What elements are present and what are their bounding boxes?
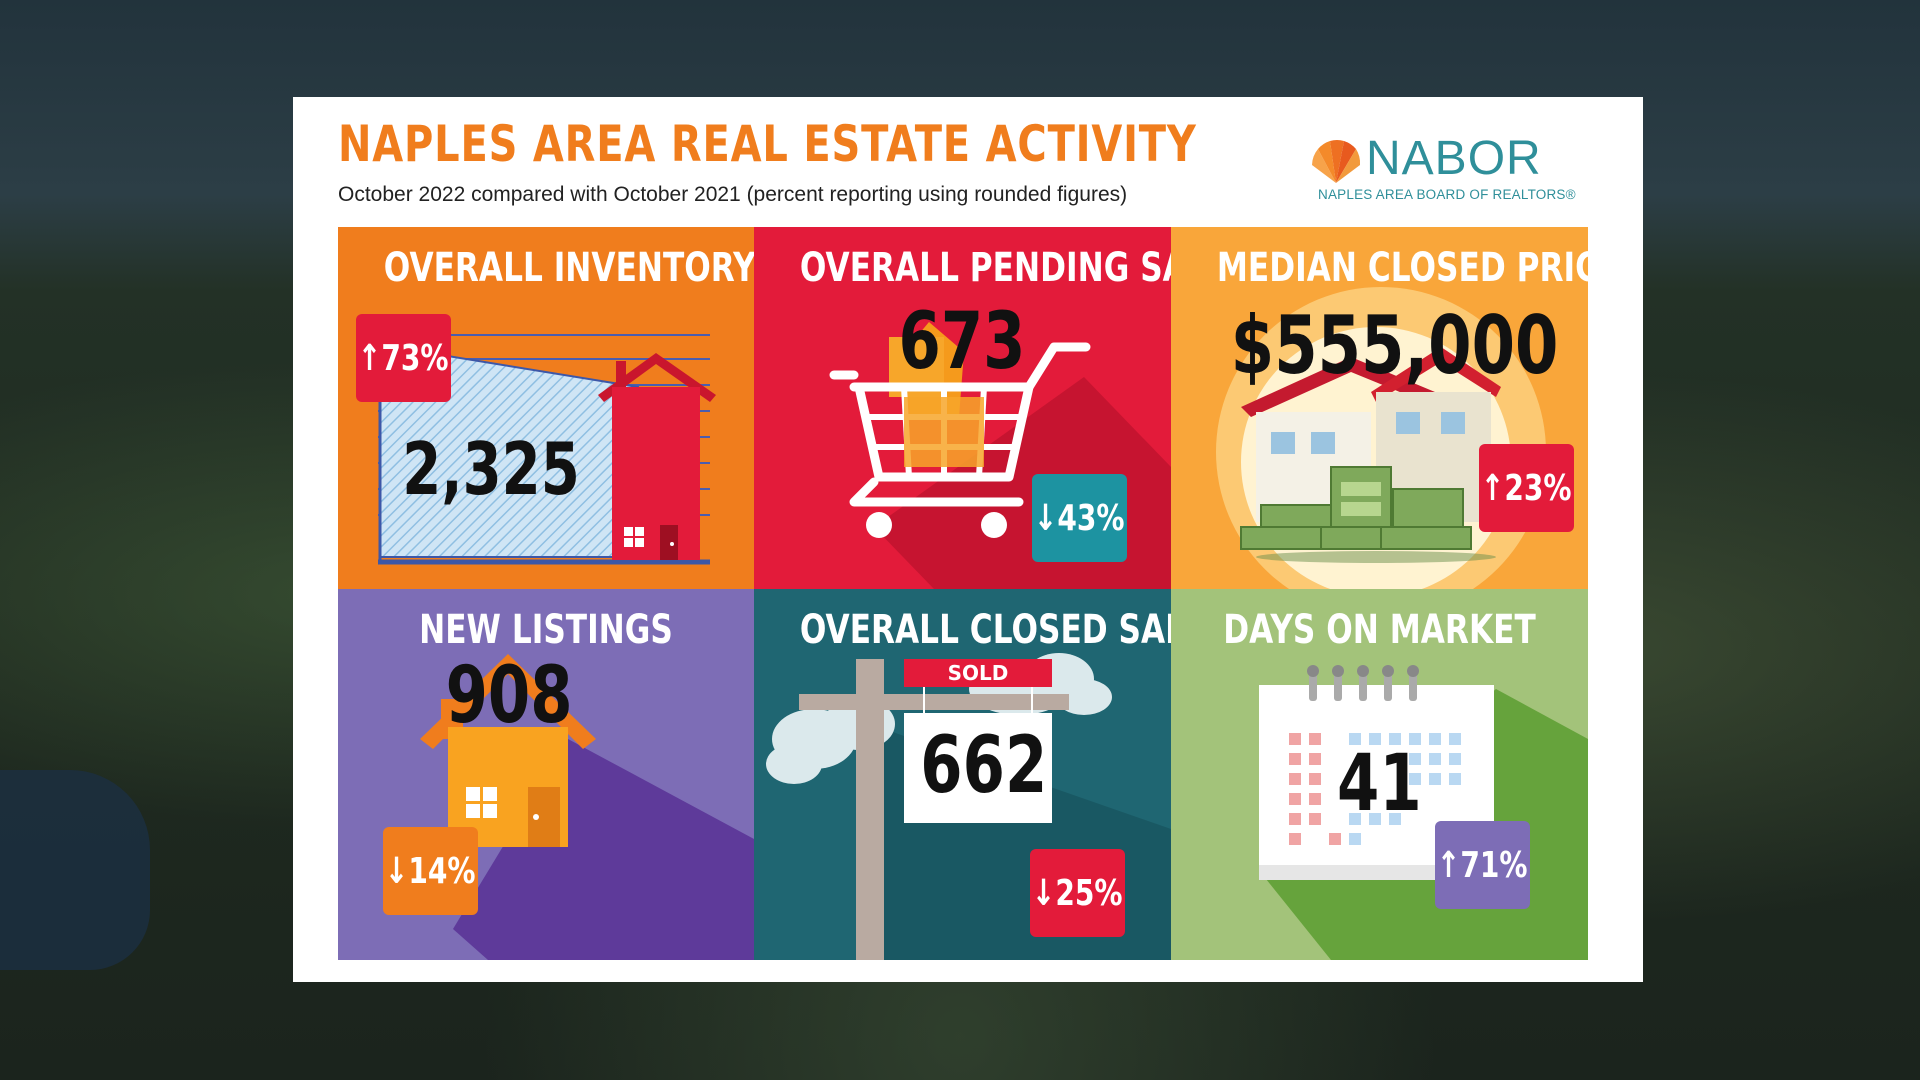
tile-overall-pending-sales: OVERALL PENDING SALES 673 ↓43%	[754, 227, 1171, 589]
arrow-up-icon: ↑	[358, 337, 382, 379]
logo-wordmark: NABOR	[1366, 132, 1542, 185]
tile-overall-inventory: OVERALL INVENTORY 2,325 ↑73%	[338, 227, 754, 589]
change-value: 73%	[381, 337, 449, 379]
shell-logo-icon	[1312, 140, 1361, 183]
tile-new-listings: NEW LISTINGS 908 ↓14%	[338, 589, 754, 960]
change-badge: ↓14%	[383, 827, 478, 915]
logo-tagline: NAPLES AREA BOARD OF REALTORS®	[1318, 187, 1576, 202]
arrow-down-icon: ↓	[385, 850, 409, 892]
infographic-card: NAPLES AREA REAL ESTATE ACTIVITY October…	[293, 97, 1643, 982]
tile-days-on-market: DAYS ON MARKET 41 ↑71%	[1171, 589, 1588, 960]
house-money-icon	[1216, 287, 1546, 589]
tile-value: 662	[920, 721, 1048, 811]
nabor-logo: NABOR NAPLES AREA BOARD OF REALTORS®	[1308, 132, 1608, 205]
arrow-down-icon: ↓	[1032, 872, 1056, 914]
tile-overall-closed-sales: OVERALL CLOSED SALES SOLD 662 ↓25%	[754, 589, 1171, 960]
change-badge: ↑71%	[1435, 821, 1530, 909]
change-value: 25%	[1055, 872, 1123, 914]
arrow-up-icon: ↑	[1437, 844, 1461, 886]
page-subtitle: October 2022 compared with October 2021 …	[338, 183, 1128, 206]
tile-value: 908	[445, 651, 573, 741]
change-value: 71%	[1460, 844, 1528, 886]
tile-value: 673	[898, 297, 1026, 387]
change-badge: ↓25%	[1030, 849, 1125, 937]
page-title: NAPLES AREA REAL ESTATE ACTIVITY	[338, 115, 1197, 173]
arrow-down-icon: ↓	[1034, 497, 1058, 539]
tile-title: OVERALL CLOSED SALES	[799, 607, 1171, 653]
tile-title: OVERALL PENDING SALES	[799, 245, 1171, 291]
tile-title: MEDIAN CLOSED PRICE	[1216, 245, 1588, 291]
change-badge: ↑73%	[356, 314, 451, 402]
tile-value: 41	[1337, 739, 1422, 829]
change-value: 23%	[1504, 467, 1572, 509]
tile-title: DAYS ON MARKET	[1223, 607, 1536, 653]
arrow-up-icon: ↑	[1481, 467, 1505, 509]
change-badge: ↑23%	[1479, 444, 1574, 532]
change-value: 43%	[1057, 497, 1125, 539]
sold-sign-label: SOLD	[947, 661, 1009, 685]
tile-value: $555,000	[1230, 299, 1559, 392]
tile-value: 2,325	[402, 427, 580, 511]
tile-title: OVERALL INVENTORY	[383, 245, 754, 291]
change-value: 14%	[408, 850, 476, 892]
tile-median-closed-price: MEDIAN CLOSED PRICE $555,000 ↑23%	[1171, 227, 1588, 589]
lake-shape	[0, 770, 150, 970]
stats-grid: OVERALL INVENTORY 2,325 ↑73%	[338, 227, 1588, 960]
change-badge: ↓43%	[1032, 474, 1127, 562]
tile-title: NEW LISTINGS	[419, 607, 673, 653]
